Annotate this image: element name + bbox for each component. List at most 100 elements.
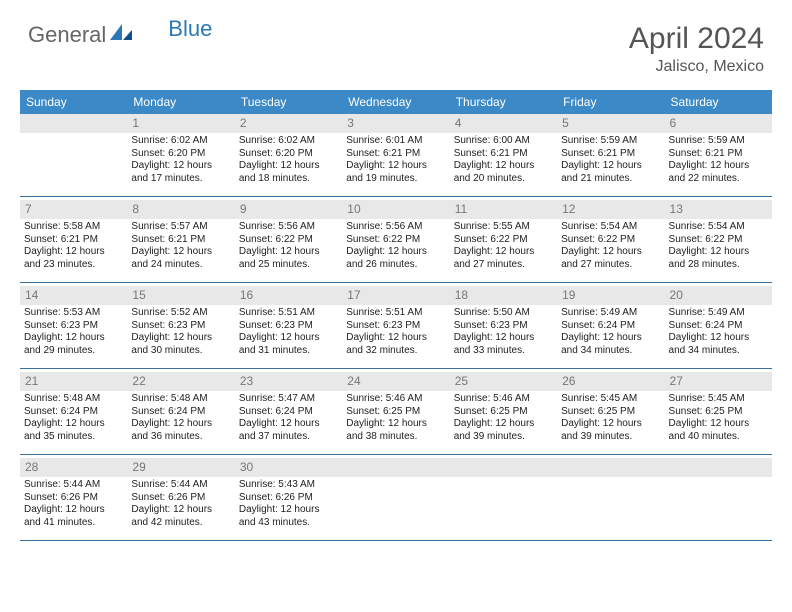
- day-number: 22: [127, 372, 234, 391]
- daylight-line-1: Daylight: 12 hours: [239, 332, 338, 345]
- daylight-line-2: and 35 minutes.: [24, 431, 123, 444]
- daylight-line-1: Daylight: 12 hours: [561, 418, 660, 431]
- day-number: 7: [20, 200, 127, 219]
- calendar-day: 6Sunrise: 5:59 AMSunset: 6:21 PMDaylight…: [665, 114, 772, 196]
- sunset-line: Sunset: 6:25 PM: [561, 406, 660, 419]
- day-body: Sunrise: 5:47 AMSunset: 6:24 PMDaylight:…: [235, 391, 342, 447]
- day-number: 16: [235, 286, 342, 305]
- sunset-line: Sunset: 6:25 PM: [454, 406, 553, 419]
- sunrise-line: Sunrise: 5:57 AM: [131, 221, 230, 234]
- daylight-line-2: and 36 minutes.: [131, 431, 230, 444]
- sunrise-line: Sunrise: 5:56 AM: [346, 221, 445, 234]
- daylight-line-1: Daylight: 12 hours: [346, 332, 445, 345]
- sunrise-line: Sunrise: 5:44 AM: [24, 479, 123, 492]
- calendar-day: 2Sunrise: 6:02 AMSunset: 6:20 PMDaylight…: [235, 114, 342, 196]
- day-number: 27: [665, 372, 772, 391]
- day-body: Sunrise: 5:48 AMSunset: 6:24 PMDaylight:…: [20, 391, 127, 447]
- calendar-day: 13Sunrise: 5:54 AMSunset: 6:22 PMDayligh…: [665, 200, 772, 282]
- daylight-line-2: and 21 minutes.: [561, 173, 660, 186]
- logo-text-general: General: [28, 22, 106, 48]
- daylight-line-2: and 18 minutes.: [239, 173, 338, 186]
- daylight-line-1: Daylight: 12 hours: [239, 160, 338, 173]
- daylight-line-2: and 43 minutes.: [239, 517, 338, 530]
- sunset-line: Sunset: 6:22 PM: [239, 234, 338, 247]
- day-body: Sunrise: 5:57 AMSunset: 6:21 PMDaylight:…: [127, 219, 234, 275]
- calendar-day: 12Sunrise: 5:54 AMSunset: 6:22 PMDayligh…: [557, 200, 664, 282]
- daylight-line-2: and 26 minutes.: [346, 259, 445, 272]
- daylight-line-2: and 32 minutes.: [346, 345, 445, 358]
- daylight-line-1: Daylight: 12 hours: [131, 246, 230, 259]
- sunrise-line: Sunrise: 5:52 AM: [131, 307, 230, 320]
- daylight-line-2: and 33 minutes.: [454, 345, 553, 358]
- day-body: Sunrise: 5:51 AMSunset: 6:23 PMDaylight:…: [235, 305, 342, 361]
- sunrise-line: Sunrise: 5:47 AM: [239, 393, 338, 406]
- daylight-line-2: and 23 minutes.: [24, 259, 123, 272]
- sunrise-line: Sunrise: 5:45 AM: [669, 393, 768, 406]
- sunrise-line: Sunrise: 5:55 AM: [454, 221, 553, 234]
- calendar-day: 22Sunrise: 5:48 AMSunset: 6:24 PMDayligh…: [127, 372, 234, 454]
- day-number: 9: [235, 200, 342, 219]
- calendar-day: 23Sunrise: 5:47 AMSunset: 6:24 PMDayligh…: [235, 372, 342, 454]
- calendar-day: 26Sunrise: 5:45 AMSunset: 6:25 PMDayligh…: [557, 372, 664, 454]
- sunrise-line: Sunrise: 5:48 AM: [24, 393, 123, 406]
- daylight-line-1: Daylight: 12 hours: [454, 246, 553, 259]
- sunset-line: Sunset: 6:23 PM: [239, 320, 338, 333]
- sunset-line: Sunset: 6:25 PM: [669, 406, 768, 419]
- daylight-line-1: Daylight: 12 hours: [561, 246, 660, 259]
- daylight-line-2: and 38 minutes.: [346, 431, 445, 444]
- sunset-line: Sunset: 6:24 PM: [131, 406, 230, 419]
- daylight-line-1: Daylight: 12 hours: [131, 504, 230, 517]
- day-body: Sunrise: 5:44 AMSunset: 6:26 PMDaylight:…: [127, 477, 234, 533]
- daylight-line-1: Daylight: 12 hours: [454, 160, 553, 173]
- daylight-line-1: Daylight: 12 hours: [346, 160, 445, 173]
- calendar-day: 29Sunrise: 5:44 AMSunset: 6:26 PMDayligh…: [127, 458, 234, 540]
- sunset-line: Sunset: 6:21 PM: [24, 234, 123, 247]
- day-body: Sunrise: 5:48 AMSunset: 6:24 PMDaylight:…: [127, 391, 234, 447]
- day-number: 10: [342, 200, 449, 219]
- sunset-line: Sunset: 6:21 PM: [346, 148, 445, 161]
- daylight-line-1: Daylight: 12 hours: [454, 418, 553, 431]
- sunrise-line: Sunrise: 5:59 AM: [669, 135, 768, 148]
- daylight-line-2: and 39 minutes.: [454, 431, 553, 444]
- sunrise-line: Sunrise: 5:51 AM: [346, 307, 445, 320]
- sunset-line: Sunset: 6:26 PM: [239, 492, 338, 505]
- day-body: Sunrise: 5:59 AMSunset: 6:21 PMDaylight:…: [557, 133, 664, 189]
- daylight-line-2: and 34 minutes.: [561, 345, 660, 358]
- calendar-day: 28Sunrise: 5:44 AMSunset: 6:26 PMDayligh…: [20, 458, 127, 540]
- daylight-line-2: and 41 minutes.: [24, 517, 123, 530]
- day-number: 17: [342, 286, 449, 305]
- calendar-week: 21Sunrise: 5:48 AMSunset: 6:24 PMDayligh…: [20, 372, 772, 455]
- sunset-line: Sunset: 6:23 PM: [454, 320, 553, 333]
- day-number: 11: [450, 200, 557, 219]
- sunrise-line: Sunrise: 6:00 AM: [454, 135, 553, 148]
- day-body: Sunrise: 5:56 AMSunset: 6:22 PMDaylight:…: [342, 219, 449, 275]
- day-body: Sunrise: 5:49 AMSunset: 6:24 PMDaylight:…: [665, 305, 772, 361]
- calendar-day-empty: [20, 114, 127, 196]
- sunset-line: Sunset: 6:21 PM: [131, 234, 230, 247]
- sunrise-line: Sunrise: 6:01 AM: [346, 135, 445, 148]
- day-number: [20, 114, 127, 133]
- daylight-line-1: Daylight: 12 hours: [669, 160, 768, 173]
- daylight-line-2: and 39 minutes.: [561, 431, 660, 444]
- sunset-line: Sunset: 6:24 PM: [561, 320, 660, 333]
- daylight-line-1: Daylight: 12 hours: [239, 246, 338, 259]
- sunset-line: Sunset: 6:22 PM: [561, 234, 660, 247]
- calendar-week: 28Sunrise: 5:44 AMSunset: 6:26 PMDayligh…: [20, 458, 772, 541]
- daylight-line-2: and 24 minutes.: [131, 259, 230, 272]
- day-body: Sunrise: 5:55 AMSunset: 6:22 PMDaylight:…: [450, 219, 557, 275]
- calendar-day: 21Sunrise: 5:48 AMSunset: 6:24 PMDayligh…: [20, 372, 127, 454]
- calendar-day: 16Sunrise: 5:51 AMSunset: 6:23 PMDayligh…: [235, 286, 342, 368]
- day-number: 4: [450, 114, 557, 133]
- daylight-line-2: and 37 minutes.: [239, 431, 338, 444]
- calendar-day: 15Sunrise: 5:52 AMSunset: 6:23 PMDayligh…: [127, 286, 234, 368]
- sunset-line: Sunset: 6:24 PM: [24, 406, 123, 419]
- day-number: 1: [127, 114, 234, 133]
- daylight-line-2: and 22 minutes.: [669, 173, 768, 186]
- sunrise-line: Sunrise: 5:50 AM: [454, 307, 553, 320]
- calendar-day: 17Sunrise: 5:51 AMSunset: 6:23 PMDayligh…: [342, 286, 449, 368]
- sunrise-line: Sunrise: 5:58 AM: [24, 221, 123, 234]
- weekday-header-row: SundayMondayTuesdayWednesdayThursdayFrid…: [20, 90, 772, 114]
- calendar-day: 25Sunrise: 5:46 AMSunset: 6:25 PMDayligh…: [450, 372, 557, 454]
- sunrise-line: Sunrise: 5:49 AM: [561, 307, 660, 320]
- day-body: Sunrise: 6:00 AMSunset: 6:21 PMDaylight:…: [450, 133, 557, 189]
